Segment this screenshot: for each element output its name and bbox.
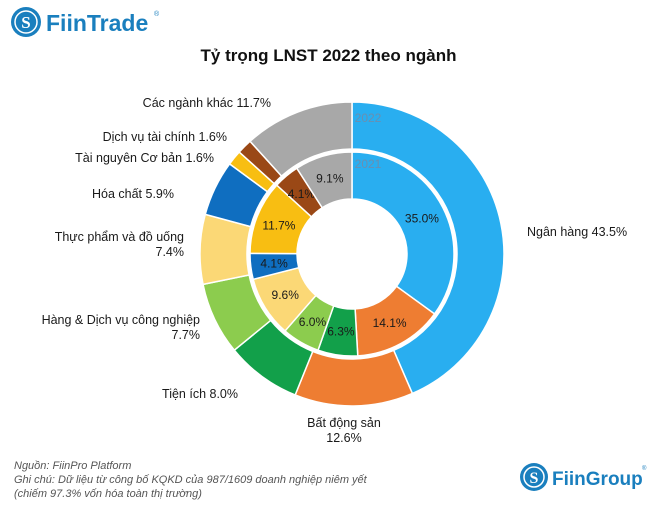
outer-slice-label-8: Các ngành khác 11.7% <box>143 96 271 110</box>
brand-name: FiinTrade <box>46 10 148 36</box>
outer-slice-1 <box>294 349 414 407</box>
footnote-line-2: (chiếm 97.3% vốn hóa toàn thị trường) <box>14 488 202 500</box>
inner-slice-label-6: 11.7% <box>262 218 295 232</box>
outer-slice-label-0: Ngân hàng 43.5% <box>527 225 627 239</box>
outer-slice-0 <box>351 101 505 395</box>
inner-slice-label-8: 9.1% <box>316 172 344 186</box>
outer-slice-8 <box>248 101 353 178</box>
outer-slice-label-3: Hàng & Dịch vụ công nghiệp 7.7% <box>42 313 200 342</box>
fiintrade-logo: S FiinTrade ® <box>11 7 160 37</box>
fiingroup-logo: S FiinGroup ® <box>520 463 647 491</box>
outer-slice-label-5: Hóa chất 5.9% <box>92 187 174 201</box>
ring-label-2022: 2022 <box>355 111 382 125</box>
inner-slice-label-7: 4.1% <box>288 187 316 201</box>
outer-slice-label-2: Tiện ích 8.0% <box>162 387 238 401</box>
group-brand-mark: ® <box>642 465 647 472</box>
chart-title: Tỷ trọng LNST 2022 theo ngành <box>200 46 457 65</box>
inner-slice-0 <box>351 151 455 316</box>
outer-slice-label-4: Thực phẩm và đồ uống 7.4% <box>55 230 184 259</box>
inner-slice-label-2: 6.3% <box>327 325 355 339</box>
svg-text:S: S <box>21 13 30 32</box>
outer-slice-label-7: Dịch vụ tài chính 1.6% <box>103 130 227 144</box>
source-note: Nguồn: FiinPro Platform <box>14 460 132 472</box>
inner-slice-label-3: 6.0% <box>299 315 327 329</box>
group-brand-name: FiinGroup <box>552 469 643 490</box>
inner-slice-label-0: 35.0% <box>405 211 439 225</box>
footnote-line-1: Ghi chú: Dữ liệu từ công bố KQKD của 987… <box>14 474 367 486</box>
outer-slice-label-6: Tài nguyên Cơ bản 1.6% <box>75 151 214 165</box>
inner-slice-8 <box>295 151 353 209</box>
inner-slice-label-5: 4.1% <box>260 257 288 271</box>
inner-slice-label-4: 9.6% <box>272 288 300 302</box>
ring-label-2021: 2021 <box>355 157 382 171</box>
outer-slice-label-1: Bất động sản 12.6% <box>307 416 381 445</box>
brand-mark: ® <box>154 10 160 18</box>
svg-text:S: S <box>530 470 539 487</box>
inner-slice-label-1: 14.1% <box>373 316 407 330</box>
